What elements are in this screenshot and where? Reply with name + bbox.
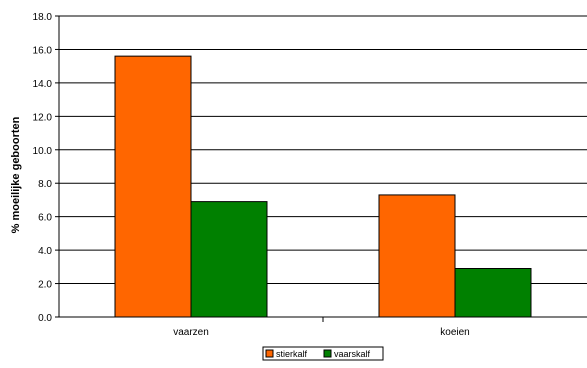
legend-label-vaarskalf: vaarskalf xyxy=(334,349,371,359)
bar-vaarskalf-vaarzen xyxy=(191,202,267,317)
x-tick-labels: vaarzen koeien xyxy=(173,327,470,338)
y-tick-label: 6.0 xyxy=(38,213,52,224)
x-tick-label: koeien xyxy=(440,327,469,338)
bar-stierkalf-koeien xyxy=(379,195,455,317)
legend-label-stierkalf: stierkalf xyxy=(276,349,308,359)
y-tick-label: 12.0 xyxy=(33,112,53,123)
legend-swatch-stierkalf xyxy=(266,350,273,357)
legend: stierkalf vaarskalf xyxy=(263,347,383,360)
y-tick-label: 0.0 xyxy=(38,313,52,324)
y-tick-label: 10.0 xyxy=(33,146,53,157)
bar-vaarskalf-koeien xyxy=(455,269,531,317)
y-tick-label: 16.0 xyxy=(33,45,53,56)
x-tick-label: vaarzen xyxy=(173,327,209,338)
y-tick-label: 4.0 xyxy=(38,246,52,257)
y-tick-label: 2.0 xyxy=(38,280,52,291)
bars xyxy=(115,56,531,317)
y-axis-label: % moeilijke geboorten xyxy=(10,116,22,233)
bar-stierkalf-vaarzen xyxy=(115,56,191,317)
y-tick-label: 18.0 xyxy=(33,12,53,23)
y-tick-label: 14.0 xyxy=(33,79,53,90)
legend-swatch-vaarskalf xyxy=(324,350,331,357)
y-tick-labels: 0.0 2.0 4.0 6.0 8.0 10.0 12.0 14.0 16.0 18.0 xyxy=(33,12,53,324)
y-tick-label: 8.0 xyxy=(38,179,52,190)
